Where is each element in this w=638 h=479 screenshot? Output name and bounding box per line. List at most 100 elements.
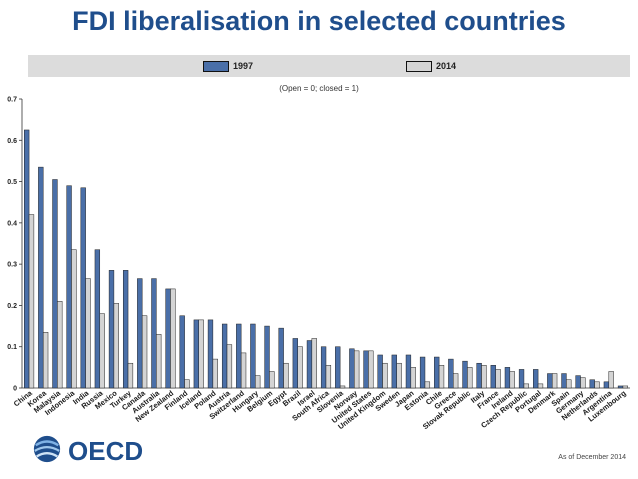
bar-2014-india [85, 278, 91, 389]
bar-1997-ireland [504, 367, 511, 389]
bar-1997-portugal [533, 369, 539, 389]
bar-1997-poland [207, 319, 214, 389]
bar-2014-spain [566, 379, 572, 389]
bar-2014-australia [156, 334, 162, 389]
bar-2014-belgium [269, 371, 275, 389]
bar-1997-south-africa [320, 346, 327, 389]
bar-2014-malaysia [57, 301, 63, 389]
bar-1997-denmark [547, 373, 553, 389]
bar-2014-poland [212, 358, 218, 389]
bar-1997-sweden [391, 354, 397, 389]
y-tick-label: 0.7 [7, 97, 17, 104]
bar-1997-united-kingdom [377, 354, 383, 389]
bar-1997-turkey [122, 270, 129, 389]
bar-2014-iceland [198, 319, 204, 389]
legend-swatch-1997 [203, 61, 229, 73]
bar-1997-iceland [193, 319, 199, 389]
bar-2014-united-states [368, 350, 374, 389]
bar-1997-spain [561, 373, 567, 389]
bar-2014-argentina [608, 371, 614, 389]
bar-2014-greece [453, 373, 459, 389]
bar-2014-sweden [396, 362, 402, 389]
bar-1997-luxembourg [617, 385, 624, 389]
bar-1997-czech-republic [518, 369, 525, 389]
oecd-globe-icon [33, 435, 61, 463]
bar-2014-turkey [127, 362, 134, 389]
bar-2014-luxembourg [622, 385, 628, 389]
bar-1997-norway [349, 348, 355, 389]
bar-2014-france [495, 369, 501, 389]
bar-chart: 00.10.20.30.40.50.60.7ChinaKoreaMalaysia… [7, 97, 630, 431]
bar-1997-slovak-republic [462, 360, 468, 389]
bar-1997-greece [448, 358, 454, 389]
legend-item-2014: 2014 [406, 60, 457, 73]
bar-1997-malaysia [52, 179, 58, 389]
bar-1997-france [490, 365, 496, 389]
bar-1997-hungary [250, 323, 256, 389]
bar-2014-korea [42, 332, 49, 389]
bar-1997-austria [221, 323, 228, 389]
bar-1997-egypt [278, 327, 284, 389]
bar-1997-israel [306, 340, 313, 389]
chart-legend: 1997 2014 [28, 55, 630, 77]
legend-item-1997: 1997 [203, 60, 254, 73]
chart-subtitle: (Open = 0; closed = 1) [279, 84, 359, 93]
bar-1997-indonesia [66, 185, 72, 389]
y-tick-label: 0 [13, 386, 17, 393]
bar-2014-japan [410, 367, 416, 389]
bar-1997-canada [137, 278, 143, 389]
oecd-logo-text: OECD [68, 436, 144, 466]
bar-2014-indonesia [71, 249, 77, 389]
y-tick-label: 0.6 [7, 138, 17, 145]
bar-1997-australia [151, 278, 157, 389]
bar-2014-israel [311, 338, 317, 389]
bar-1997-argentina [603, 381, 610, 389]
legend-label-2014: 2014 [436, 61, 457, 71]
bar-2014-slovenia [339, 385, 346, 389]
bar-2014-south-africa [325, 365, 332, 389]
page-title: FDI liberalisation in selected countries [72, 6, 566, 36]
bar-2014-mexico [113, 303, 119, 389]
bar-1997-slovenia [335, 346, 341, 389]
bar-1997-netherlands [589, 379, 595, 389]
bar-1997-brazil [292, 338, 298, 389]
legend-swatch-2014 [406, 61, 432, 73]
bar-2014-slovak-republic [467, 367, 473, 389]
y-tick-label: 0.1 [7, 344, 17, 351]
bar-1997-korea [38, 166, 44, 389]
bar-2014-austria [226, 344, 233, 389]
bar-1997-russia [94, 249, 101, 389]
bar-1997-estonia [419, 356, 426, 389]
bar-1997-germany [575, 375, 581, 389]
y-tick-label: 0.3 [7, 262, 17, 269]
bar-2014-estonia [424, 381, 431, 389]
bar-1997-chile [434, 356, 440, 389]
bar-2014-new-zealand [170, 288, 176, 389]
bar-1997-finland [179, 315, 185, 389]
bar-2014-czech-republic [523, 383, 530, 389]
bar-1997-mexico [108, 270, 115, 389]
bar-2014-egypt [283, 362, 289, 389]
y-tick-label: 0.5 [7, 179, 17, 186]
bar-2014-ireland [509, 371, 515, 389]
bar-2014-brazil [297, 346, 303, 389]
bar-1997-italy [476, 362, 482, 389]
bar-2014-germany [580, 377, 586, 389]
legend-label-1997: 1997 [233, 61, 254, 71]
bar-2014-netherlands [594, 381, 600, 389]
bar-2014-finland [184, 379, 190, 389]
bar-1997-china [24, 129, 30, 389]
bar-2014-norway [354, 350, 360, 389]
bar-2014-canada [141, 315, 148, 389]
bar-2014-switzerland [240, 352, 247, 389]
bar-2014-portugal [537, 383, 544, 389]
bar-1997-new-zealand [165, 288, 171, 389]
y-tick-label: 0.4 [7, 220, 17, 227]
bar-1997-india [80, 187, 86, 389]
bar-1997-united-states [363, 350, 369, 389]
bar-2014-china [28, 214, 35, 389]
y-tick-label: 0.2 [7, 303, 17, 310]
bar-1997-belgium [264, 325, 270, 389]
bar-2014-united-kingdom [382, 362, 388, 389]
bar-2014-chile [438, 365, 445, 389]
